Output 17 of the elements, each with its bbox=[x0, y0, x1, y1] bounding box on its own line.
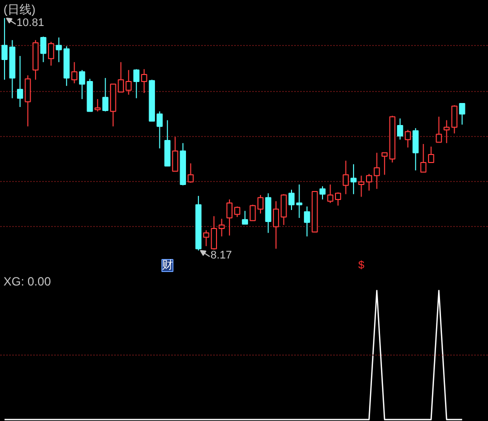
chart-title: (日线) bbox=[4, 2, 36, 16]
candlestick bbox=[342, 160, 349, 195]
candlestick bbox=[319, 186, 326, 200]
candlestick bbox=[374, 152, 380, 190]
annotation: 10.81 bbox=[16, 17, 44, 30]
candlestick bbox=[203, 230, 210, 247]
candlestick bbox=[444, 120, 450, 144]
candlestick bbox=[32, 40, 39, 80]
chart-title: XG: 0.00 bbox=[4, 274, 52, 288]
annotation: 财 bbox=[162, 258, 173, 272]
annotation: $ bbox=[358, 260, 364, 272]
candlestick bbox=[412, 128, 419, 171]
candlestick bbox=[350, 164, 357, 195]
candlestick bbox=[16, 55, 24, 108]
annotation: 8.17 bbox=[210, 249, 232, 262]
candlestick bbox=[304, 206, 310, 237]
candlestick bbox=[141, 68, 148, 94]
